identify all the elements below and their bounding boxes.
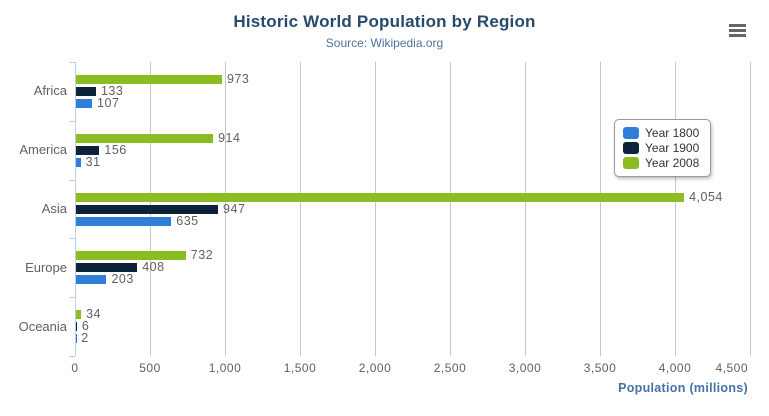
gridline: [750, 62, 751, 356]
bar-value-label: 31: [85, 154, 101, 169]
bar-oceania-year-1900[interactable]: [76, 322, 77, 332]
bar-value-label: 156: [104, 142, 127, 157]
category-axis-tick: [69, 62, 75, 63]
x-axis-tick-label: 1,000: [208, 361, 242, 375]
x-axis-tick-label: 3,000: [508, 361, 542, 375]
bar-value-label: 2: [81, 331, 89, 346]
bar-africa-year-1800[interactable]: [76, 98, 93, 108]
bar-africa-year-1900[interactable]: [76, 86, 96, 96]
category-label: Asia: [41, 201, 67, 216]
bar-europe-year-1800[interactable]: [76, 275, 107, 285]
bar-value-label: 4,054: [689, 189, 723, 204]
legend-item-label: Year 2008: [645, 156, 700, 170]
gridline: [300, 62, 301, 356]
bar-europe-year-2008[interactable]: [76, 251, 186, 261]
gridline: [525, 62, 526, 356]
x-axis-tick-label: 1,500: [283, 361, 317, 375]
x-axis-title: Population (millions): [618, 381, 748, 395]
bar-europe-year-1900[interactable]: [76, 263, 138, 273]
bar-america-year-1800[interactable]: [76, 157, 81, 167]
legend-item-label: Year 1800: [645, 126, 700, 140]
category-label: Oceania: [18, 318, 67, 334]
gridline: [375, 62, 376, 356]
x-axis-tick-label: 4,500: [715, 361, 748, 375]
bar-asia-year-1900[interactable]: [76, 204, 219, 214]
bar-value-label: 107: [97, 95, 120, 110]
legend: Year 1800 Year 1900 Year 2008: [614, 119, 711, 177]
x-axis-tick-label: 0: [71, 361, 79, 375]
x-axis-tick-label: 2,000: [358, 361, 392, 375]
category-axis-tick: [69, 121, 75, 122]
bar-america-year-2008[interactable]: [76, 133, 214, 143]
legend-series-swatch: [623, 157, 639, 169]
category-axis-tick: [69, 238, 75, 239]
bar-asia-year-2008[interactable]: [76, 192, 685, 202]
plot-area: 973 133 107 914 156 31 4,054 947 635 732 408 203 34 6…: [75, 62, 751, 356]
category-axis-tick: [69, 297, 75, 298]
bar-value-label: 914: [218, 130, 241, 145]
x-axis-tick-label: 3,500: [583, 361, 617, 375]
bar-value-label: 6: [81, 319, 90, 334]
x-axis-tick-label: 2,500: [433, 361, 467, 375]
bar-value-label: 732: [190, 248, 214, 263]
x-axis-tick-label: 4,000: [658, 361, 692, 375]
category-label: America: [19, 142, 67, 158]
x-axis-tick-label: 500: [139, 361, 161, 375]
bar-value-label: 973: [226, 71, 250, 86]
bar-value-label: 408: [142, 260, 165, 275]
bar-oceania-year-2008[interactable]: [76, 310, 82, 320]
gridline: [225, 62, 226, 356]
category-label: Africa: [33, 83, 67, 99]
gridline: [450, 62, 451, 356]
legend-item-year-2008[interactable]: Year 2008: [623, 156, 710, 170]
hamburger-icon: [729, 23, 749, 37]
chart-title: Historic World Population by Region: [233, 12, 536, 31]
bar-value-label: 947: [223, 201, 246, 216]
category-axis-tick: [69, 356, 75, 357]
gridline: [675, 62, 676, 356]
legend-series-swatch: [623, 127, 639, 139]
legend-item-year-1900[interactable]: Year 1900: [623, 141, 710, 155]
bar-value-label: 34: [86, 307, 101, 322]
gridline: [600, 62, 601, 356]
chart-subtitle: Source: Wikipedia.org: [325, 36, 444, 50]
context-menu-button[interactable]: [726, 20, 752, 42]
legend-series-swatch: [623, 142, 639, 154]
category-axis-tick: [69, 180, 75, 181]
category-label: Europe: [25, 259, 67, 275]
bar-value-label: 203: [111, 272, 134, 287]
bar-value-label: 635: [176, 213, 199, 228]
legend-item-label: Year 1900: [645, 141, 700, 155]
legend-item-year-1800[interactable]: Year 1800: [623, 126, 710, 140]
bar-africa-year-2008[interactable]: [76, 74, 222, 84]
bar-value-label: 133: [100, 83, 124, 98]
bar-america-year-1900[interactable]: [76, 145, 100, 155]
bar-asia-year-1800[interactable]: [76, 216, 172, 226]
category-axis-line: [75, 62, 76, 356]
